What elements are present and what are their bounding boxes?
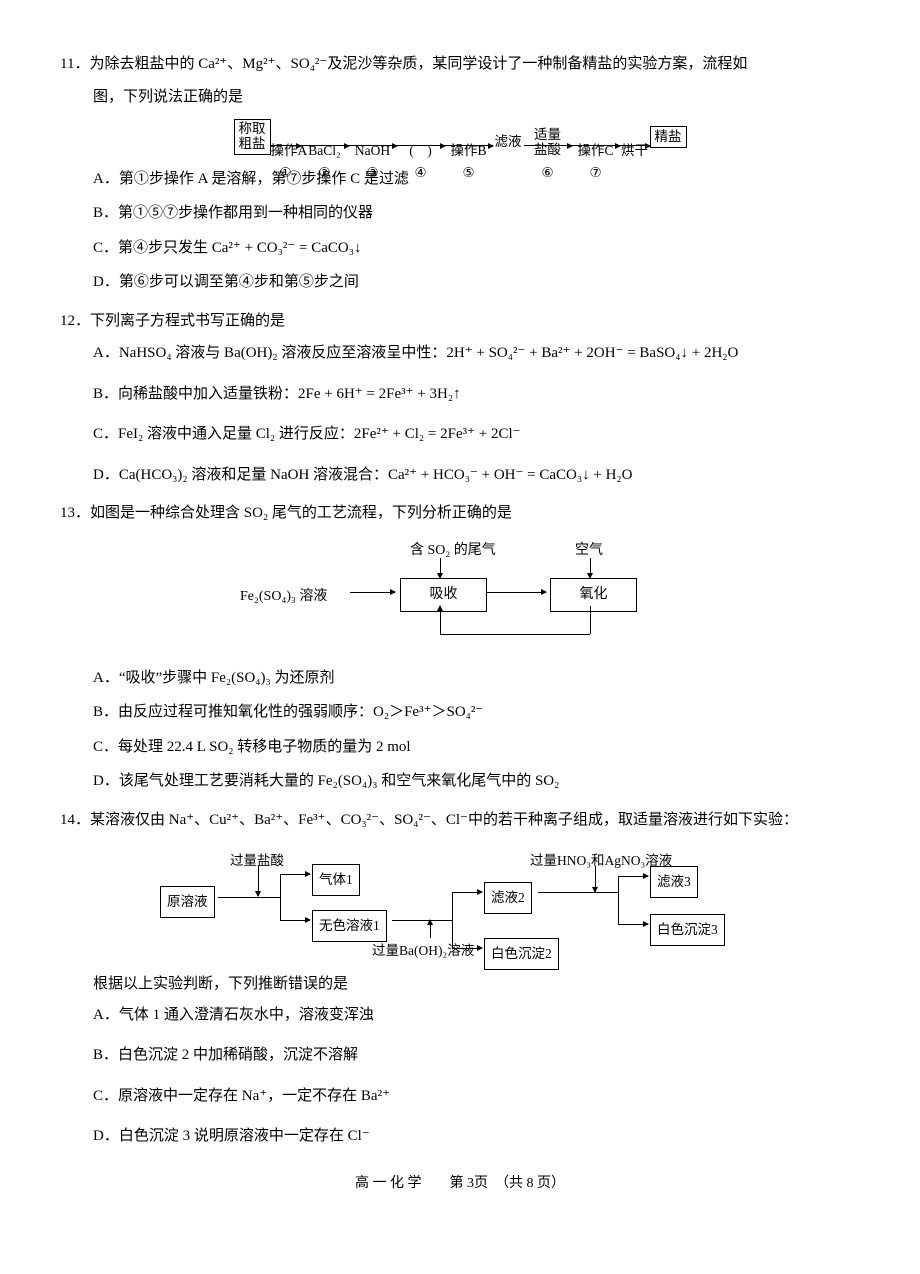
q13-opt-b: B．由反应过程可推知氧化性的强弱顺序：O₂＞Fe³⁺＞SO₄²⁻ (93, 698, 860, 727)
d11-arr-7: 操作C⑦ (572, 145, 620, 146)
d11-bot-1: ① (271, 160, 301, 186)
d14-h2a (452, 892, 482, 893)
d13-loop-up (440, 606, 441, 634)
q14-diagram: 原溶液 过量盐酸 气体1 无色溶液1 过量Ba(OH)₂溶液 滤液2 白色沉淀2… (140, 840, 780, 960)
q11-opt-c: C．第④步只发生 Ca²⁺ + CO₃²⁻ = CaCO₃↓ (93, 234, 860, 263)
d14-h3a (618, 876, 648, 877)
q13-stem: 13．如图是一种综合处理含 SO₂ 尾气的工艺流程，下列分析正确的是 (60, 499, 860, 528)
d14-h1a (280, 874, 310, 875)
d14-baoh-arr (430, 920, 431, 938)
d14-h3b (618, 924, 648, 925)
q14-options: A．气体 1 通入澄清石灰水中，溶液变浑浊 B．白色沉淀 2 中加稀硝酸，沉淀不… (60, 1001, 860, 1151)
d11-mid: 滤液 (495, 129, 522, 155)
d14-hcl-arr (258, 866, 259, 896)
d14-ppt2: 白色沉淀2 (484, 938, 559, 970)
d14-gas1: 气体1 (312, 864, 360, 896)
q11-opt-d: D．第⑥步可以调至第④步和第⑤步之间 (93, 268, 860, 297)
q12-opt-a: A．NaHSO₄ 溶液与 Ba(OH)₂ 溶液反应至溶液呈中性：2H⁺ + SO… (93, 339, 860, 368)
q11-stem: 11．为除去粗盐中的 Ca²⁺、Mg²⁺、SO₄²⁻及泥沙等杂质，某同学设计了一… (60, 50, 860, 79)
d11-bot-5: ⑤ (445, 160, 493, 186)
q11-num: 11． (60, 56, 89, 72)
d14-hcl: 过量盐酸 (230, 848, 284, 874)
q13-opt-d: D．该尾气处理工艺要消耗大量的 Fe₂(SO₄)₃ 和空气来氧化尾气中的 SO₂ (93, 767, 860, 796)
q14-opt-d: D．白色沉淀 3 说明原溶液中一定存在 Cl⁻ (93, 1122, 860, 1151)
d11-arr-2: BaCl₂② (301, 145, 349, 146)
d11-bot-3: ③ (349, 160, 397, 186)
question-11: 11．为除去粗盐中的 Ca²⁺、Mg²⁺、SO₄²⁻及泥沙等杂质，某同学设计了一… (60, 50, 860, 297)
d11-arr-4: ( )④ (397, 145, 445, 146)
q12-num: 12． (60, 313, 90, 329)
d11-arr-3: NaOH③ (349, 145, 397, 146)
q14-opt-b: B．白色沉淀 2 中加稀硝酸，沉淀不溶解 (93, 1041, 860, 1070)
d11-start: 称取 粗盐 (239, 122, 266, 152)
d11-start-box: 称取 粗盐 (234, 119, 271, 155)
q12-options: A．NaHSO₄ 溶液与 Ba(OH)₂ 溶液反应至溶液呈中性：2H⁺ + SO… (60, 339, 860, 489)
q14-stem: 14．某溶液仅由 Na⁺、Cu²⁺、Ba²⁺、Fe³⁺、CO₃²⁻、SO₄²⁻、… (60, 806, 860, 835)
d13-oxid: 氧化 (550, 578, 637, 613)
d13-arr-fe (350, 592, 395, 593)
d13-arr-air (590, 558, 591, 578)
q12-opt-d: D．Ca(HCO₃)₂ 溶液和足量 NaOH 溶液混合：Ca²⁺ + HCO₃⁻… (93, 461, 860, 490)
question-13: 13．如图是一种综合处理含 SO₂ 尾气的工艺流程，下列分析正确的是 Fe₂(S… (60, 499, 860, 796)
question-12: 12．下列离子方程式书写正确的是 A．NaHSO₄ 溶液与 Ba(OH)₂ 溶液… (60, 307, 860, 490)
question-14: 14．某溶液仅由 Na⁺、Cu²⁺、Ba²⁺、Fe³⁺、CO₃²⁻、SO₄²⁻、… (60, 806, 860, 1151)
d11-bot-6: ⑥ (524, 160, 572, 186)
q14-opt-a: A．气体 1 通入澄清石灰水中，溶液变浑浊 (93, 1001, 860, 1030)
d11-arr-5: 操作B⑤ (445, 145, 493, 146)
d14-v2 (452, 892, 453, 948)
d14-baoh: 过量Ba(OH)₂溶液 (372, 938, 474, 964)
d14-orig: 原溶液 (160, 886, 215, 918)
d14-sol1: 无色溶液1 (312, 910, 387, 942)
d13-arr-mid (486, 592, 546, 593)
d13-air: 空气 (575, 538, 603, 565)
d14-h2b (452, 948, 482, 949)
d14-filt3: 滤液3 (650, 866, 698, 898)
q11-sub: 图，下列说法正确的是 (60, 83, 860, 112)
q13-opt-a: A．“吸收”步骤中 Fe₂(SO₄)₃ 为还原剂 (93, 664, 860, 693)
q13-opt-c: C．每处理 22.4 L SO₂ 转移电子物质的量为 2 mol (93, 733, 860, 762)
d14-h1 (218, 897, 280, 898)
d11-arr-1: 操作A① (271, 145, 301, 146)
d11-bot-4: ④ (397, 160, 445, 186)
q14-text: 某溶液仅由 Na⁺、Cu²⁺、Ba²⁺、Fe³⁺、CO₃²⁻、SO₄²⁻、Cl⁻… (90, 812, 798, 828)
d11-top-6: 适量 盐酸 (524, 128, 572, 158)
q13-options: A．“吸收”步骤中 Fe₂(SO₄)₃ 为还原剂 B．由反应过程可推知氧化性的强… (60, 664, 860, 796)
q12-text: 下列离子方程式书写正确的是 (90, 313, 285, 329)
page-footer: 高 一 化 学 第 3页 （共 8 页） (60, 1171, 860, 1198)
d14-h1b (280, 920, 310, 921)
d13-absorb: 吸收 (400, 578, 487, 613)
q13-text: 如图是一种综合处理含 SO₂ 尾气的工艺流程，下列分析正确的是 (90, 505, 512, 521)
d13-so2: 含 SO₂ 的尾气 (410, 538, 496, 565)
d13-feSol: Fe₂(SO₄)₃ 溶液 (240, 584, 327, 611)
d13-loop-down (590, 606, 591, 634)
q12-opt-b: B．向稀盐酸中加入适量铁粉：2Fe + 6H⁺ = 2Fe³⁺ + 3H₂↑ (93, 380, 860, 409)
q13-diagram: Fe₂(SO₄)₃ 溶液 含 SO₂ 的尾气 吸收 空气 氧化 (240, 534, 680, 654)
q12-opt-c: C．FeI₂ 溶液中通入足量 Cl₂ 进行反应：2Fe²⁺ + Cl₂ = 2F… (93, 420, 860, 449)
d11-arr-6: 适量 盐酸⑥ (524, 145, 572, 146)
q11-opt-b: B．第①⑤⑦步操作都用到一种相同的仪器 (93, 199, 860, 228)
d13-loop-h (440, 634, 590, 635)
d14-v1 (280, 874, 281, 920)
d14-hno3-arr (595, 866, 596, 892)
d14-h2 (392, 920, 452, 921)
d14-h3 (538, 892, 618, 893)
q14-sub: 根据以上实验判断，下列推断错误的是 (60, 970, 860, 999)
q12-stem: 12．下列离子方程式书写正确的是 (60, 307, 860, 336)
d11-top-8: 烘干 (620, 138, 650, 164)
q14-num: 14． (60, 812, 90, 828)
d14-filt2: 滤液2 (484, 882, 532, 914)
d14-ppt3: 白色沉淀3 (650, 914, 725, 946)
q14-opt-c: C．原溶液中一定存在 Na⁺，一定不存在 Ba²⁺ (93, 1082, 860, 1111)
d11-end-box: 精盐 (650, 126, 687, 148)
d11-bot-2: ② (301, 160, 349, 186)
d13-arr-so2 (440, 558, 441, 578)
q13-num: 13． (60, 505, 90, 521)
d11-arr-8: 烘干 (620, 145, 650, 146)
q11-text: 为除去粗盐中的 Ca²⁺、Mg²⁺、SO₄²⁻及泥沙等杂质，某同学设计了一种制备… (89, 56, 747, 72)
q11-diagram: 称取 粗盐 操作A① BaCl₂② NaOH③ ( )④ 操作B⑤ 滤液 适量 … (60, 119, 860, 155)
d11-bot-7: ⑦ (572, 160, 620, 186)
d14-v3 (618, 876, 619, 924)
